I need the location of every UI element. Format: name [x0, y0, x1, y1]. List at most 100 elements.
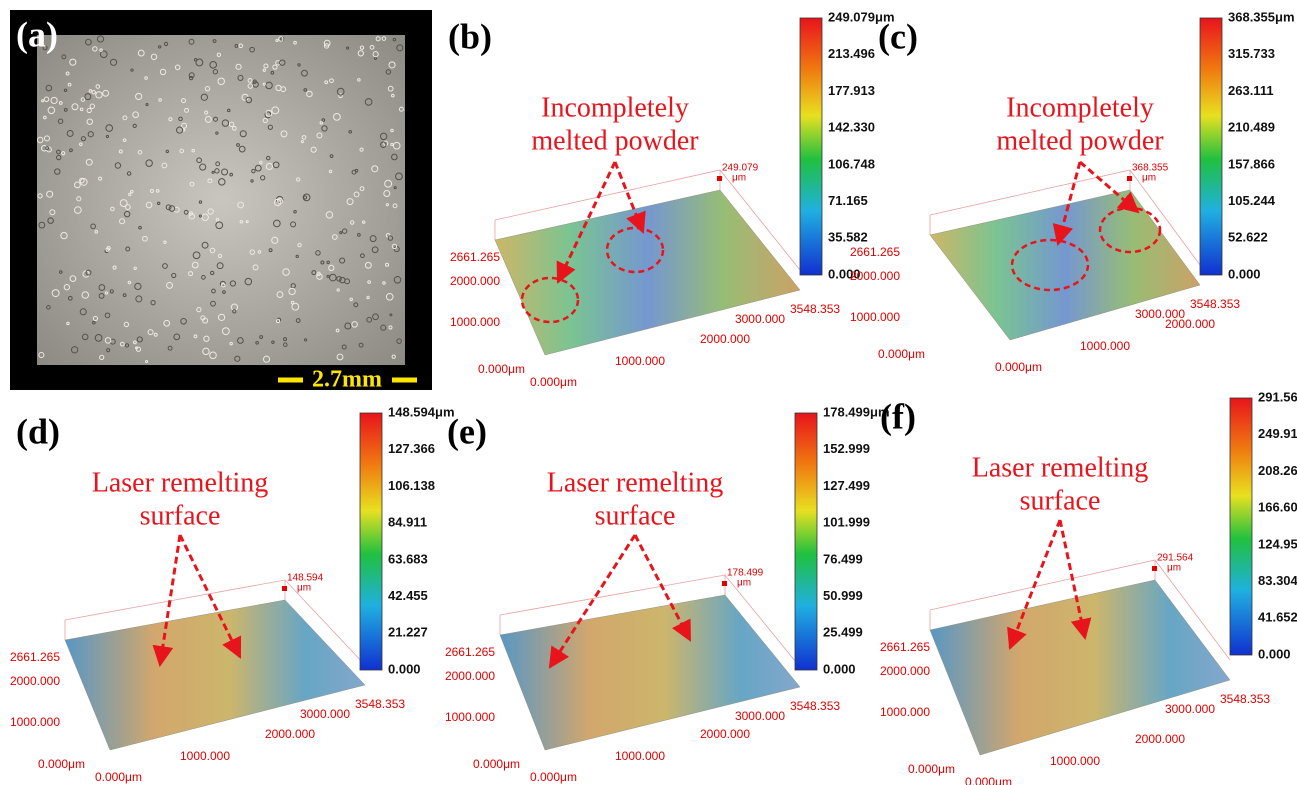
colorbar	[1200, 18, 1222, 275]
surface-panel: (d) 148.594μm 2661.265 2000.000 1000.000 0.00…	[10, 404, 455, 784]
peak-unit: μm	[1142, 173, 1156, 184]
y-axis-label: 0.000μm	[908, 762, 955, 776]
y-axis-label: 2000.000	[450, 274, 500, 288]
colorbar-label: 0.000	[388, 661, 421, 676]
colorbar-label: 124.956	[1258, 536, 1297, 551]
x-axis-label: 3548.353	[790, 302, 840, 316]
scale-text: 2.7mm	[312, 367, 382, 393]
colorbar-label: 71.165	[828, 193, 868, 208]
annotation: surface	[1020, 485, 1101, 516]
peak-unit: μm	[737, 578, 751, 589]
colorbar-label: 291.564μm	[1258, 389, 1297, 404]
panel-label: (e)	[447, 411, 487, 451]
peak-unit: μm	[1167, 563, 1181, 574]
y-axis-label: 0.000μm	[878, 347, 925, 361]
annotation: Incompletely	[1006, 92, 1154, 123]
surface-panel: (b)249.079μm2661.2652000.0001000.0000.00…	[448, 9, 895, 389]
surface	[495, 190, 800, 355]
annotation: Laser remelting	[972, 452, 1148, 483]
x-axis-label: 3000.000	[1135, 307, 1185, 321]
x-axis-label: 1000.000	[615, 354, 665, 368]
x-axis-label: 2000.000	[265, 727, 315, 741]
surface-panel: (f)291.564μm2661.2652000.0001000.0000.00…	[880, 389, 1297, 785]
y-axis-label: 1000.000	[450, 315, 500, 329]
figure: (a) 2.7mm (b)249.079μm2661.2652000.00010…	[0, 0, 1297, 785]
peak-unit: μm	[732, 173, 746, 184]
surface-panel: (c)368.355μm2661.2652000.0001000.0000.00…	[850, 9, 1295, 374]
peak-marker	[1127, 176, 1132, 181]
colorbar-label: 148.594μm	[388, 404, 455, 419]
x-axis-label: 0.000μm	[95, 770, 142, 784]
colorbar-label: 127.366	[388, 441, 435, 456]
y-axis-label: 2661.265	[10, 650, 60, 664]
y-axis-label: 2661.265	[880, 640, 930, 654]
colorbar-label: 142.330	[828, 120, 875, 135]
y-axis-label: 2000.000	[10, 674, 60, 688]
colorbar-label: 208.260	[1258, 463, 1297, 478]
colorbar-label: 213.496	[828, 46, 875, 61]
surface	[65, 600, 365, 750]
colorbar-label: 52.622	[1228, 230, 1268, 245]
y-axis-label: 1000.000	[850, 310, 900, 324]
panel-label: (a)	[16, 14, 58, 54]
colorbar	[1230, 398, 1252, 655]
x-axis-label: 2000.000	[1135, 732, 1185, 746]
colorbar-label: 249.912	[1258, 426, 1297, 441]
colorbar-label: 177.913	[828, 83, 875, 98]
colorbar-label: 0.000	[1228, 266, 1261, 281]
x-axis-label: 3000.000	[735, 312, 785, 326]
peak-unit: μm	[297, 583, 311, 594]
x-axis-label: 1000.000	[180, 749, 230, 763]
x-axis-label: 1000.000	[615, 749, 665, 763]
surface	[500, 595, 800, 750]
colorbar-label: 50.999	[823, 588, 863, 603]
annotation: Incompletely	[541, 92, 689, 123]
x-axis-label: 0.000μm	[530, 375, 577, 389]
colorbar-label: 263.111	[1228, 83, 1274, 98]
panel-a: (a) 2.7mm	[10, 10, 432, 393]
colorbar-label: 157.866	[1228, 156, 1275, 171]
colorbar-label: 105.244	[1228, 193, 1276, 208]
x-axis-label: 3548.353	[790, 699, 840, 713]
colorbar-label: 21.227	[388, 625, 428, 640]
colorbar-label: 101.999	[823, 515, 870, 530]
peak-marker	[1152, 566, 1157, 571]
x-axis-label: 3548.353	[1220, 692, 1270, 706]
x-axis-label: 0.000μm	[995, 360, 1042, 374]
colorbar-label: 315.733	[1228, 46, 1275, 61]
annotation: melted powder	[996, 125, 1164, 156]
x-axis-label: 0.000μm	[530, 770, 577, 784]
annotation: Laser remelting	[547, 467, 723, 498]
y-axis-label: 2000.000	[445, 669, 495, 683]
colorbar-label: 0.000	[1258, 646, 1291, 661]
annotation: Laser remelting	[92, 467, 268, 498]
colorbar-label: 368.355μm	[1228, 9, 1295, 24]
x-axis-label: 3548.353	[355, 697, 405, 711]
y-axis-label: 1000.000	[445, 710, 495, 724]
x-axis-label: 1000.000	[1050, 754, 1100, 768]
y-axis-label: 0.000μm	[473, 757, 520, 771]
panel-label: (c)	[878, 16, 918, 56]
colorbar	[360, 413, 382, 670]
colorbar-label: 63.683	[388, 551, 428, 566]
x-axis-label: 3000.000	[735, 709, 785, 723]
colorbar-label: 35.582	[828, 230, 868, 245]
y-axis-label: 2661.265	[450, 250, 500, 264]
annotation: melted powder	[531, 125, 699, 156]
colorbar-label: 166.608	[1258, 500, 1297, 515]
x-axis-label: 2000.000	[700, 727, 750, 741]
x-axis-label: 2000.000	[700, 332, 750, 346]
x-axis-label: 3000.000	[300, 707, 350, 721]
colorbar-label: 42.455	[388, 588, 428, 603]
colorbar	[795, 413, 817, 670]
panel-label: (d)	[16, 411, 60, 451]
x-axis-label: 0.000μm	[965, 775, 1012, 785]
x-axis-label: 3548.353	[1190, 297, 1240, 311]
y-axis-label: 2661.265	[850, 245, 900, 259]
y-axis-label: 1000.000	[10, 715, 60, 729]
colorbar-label: 106.138	[388, 478, 435, 493]
surface-panel: (e)178.499μm2661.2652000.0001000.0000.00…	[445, 404, 890, 784]
y-axis-label: 1000.000	[880, 705, 930, 719]
colorbar-label: 83.304	[1258, 573, 1297, 588]
colorbar-label: 127.499	[823, 478, 870, 493]
